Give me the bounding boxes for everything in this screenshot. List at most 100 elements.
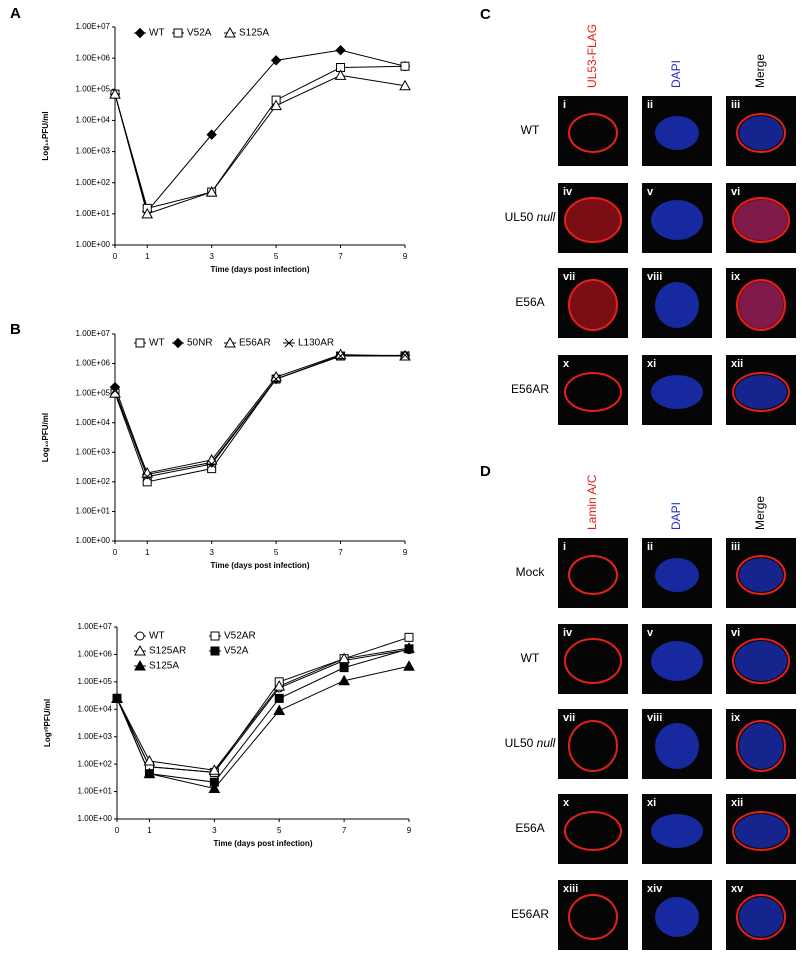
legend-marker [135,631,145,641]
legend-marker [210,631,220,641]
nucleus-dapi [739,897,783,937]
row-label-italic: null [537,210,556,224]
image-numeral: i [563,99,566,111]
nucleus-dapi [655,282,699,328]
legend-marker [224,336,236,348]
series-line [114,354,405,475]
nucleus-stain [564,638,622,684]
image-numeral: vi [731,186,740,198]
image-numeral: xi [647,358,656,370]
image-numeral: viii [647,271,662,283]
image-numeral: ix [731,712,741,724]
image-numeral: xiv [647,883,663,895]
marker [404,632,414,642]
marker [403,660,415,671]
nucleus-dapi [651,200,703,240]
x-tick-label: 1 [145,252,150,261]
legend-label: V52AR [224,631,256,642]
x-tick-label: 0 [113,252,118,261]
y-tick-label: 1.00E+01 [76,507,111,516]
y-tick-label: 1.00E+00 [76,240,111,249]
row-label-text: E56A [515,295,544,309]
legend-marker [284,338,294,348]
row-label-text: WT [521,651,540,665]
x-tick-label: 0 [113,548,118,557]
micrograph [558,355,628,425]
legend-marker [134,27,146,39]
image-numeral: ii [647,541,653,553]
row-label: E56A [515,821,544,835]
legend-marker [134,644,146,656]
y-tick-label: 1.00E+04 [78,704,113,713]
legend-label: S125AR [149,646,186,657]
image-numeral: ii [647,99,653,111]
marker [208,764,221,775]
nucleus-dapi [655,897,699,937]
image-numeral: vii [563,712,575,724]
series-line [114,74,406,215]
micrograph [558,794,628,864]
y-tick-label: 1.00E+03 [76,147,111,156]
legend-label: WT [149,631,165,642]
series-line [116,647,410,771]
image-numeral: iii [731,99,740,111]
nucleus-stain [564,811,622,851]
row-label: E56AR [511,907,549,921]
marker [273,680,286,691]
image-numeral: i [563,541,566,553]
panel-letter: C [480,6,491,23]
column-header: Merge [753,496,767,530]
nucleus-stain [736,720,786,772]
nucleus-dapi [655,558,699,592]
y-tick-label: 1.00E+07 [76,22,111,31]
y-tick-label: 1.00E+04 [76,116,111,125]
x-axis-label: Time (days post infection) [211,265,310,274]
image-numeral: x [563,797,570,809]
legend-label: 50NR [187,338,213,349]
y-tick-label: 1.00E+01 [78,787,113,796]
image-numeral: v [647,627,654,639]
legend-marker [172,337,184,349]
row-label-italic: null [537,736,556,750]
legend-label: L130AR [298,338,334,349]
x-tick-label: 9 [407,826,412,835]
y-axis-label: Log₁₀PFU/ml [41,111,50,160]
marker [110,386,120,396]
series-line [116,665,410,790]
row-label-text: Mock [516,565,546,579]
marker [339,663,349,673]
y-axis-label: Log₁₀PFU/ml [41,413,50,462]
y-tick-label: 1.00E+07 [78,622,113,631]
y-tick-label: 1.00E+00 [76,536,111,545]
marker [399,79,411,91]
marker [335,44,346,56]
y-tick-label: 1.00E+05 [76,388,111,397]
image-numeral: xiii [563,883,578,895]
y-tick-label: 1.00E+06 [78,650,113,659]
row-label: WT [521,651,540,665]
marker [271,374,281,384]
x-tick-label: 7 [342,826,347,835]
row-label-text: UL50 [505,210,537,224]
nucleus-stain [568,720,618,772]
x-tick-label: 3 [212,826,217,835]
legend-marker [134,659,146,671]
image-numeral: viii [647,712,662,724]
legend-marker [210,646,220,656]
marker [205,186,218,197]
legend-label: V52A [224,646,249,657]
marker [142,472,152,482]
marker [336,351,345,361]
nucleus-dapi [735,375,787,409]
row-label: UL50 null [505,736,556,750]
row-label: UL50 null [505,210,556,224]
image-numeral: xii [731,358,743,370]
image-numeral: iii [731,541,740,553]
nucleus-dapi [651,375,703,409]
legend-label: V52A [187,28,212,39]
marker [334,69,347,80]
y-tick-label: 1.00E+01 [76,209,111,218]
marker [338,674,350,686]
y-axis-label: Log¹⁰PFU/ml [43,699,52,747]
x-tick-label: 7 [338,252,343,261]
